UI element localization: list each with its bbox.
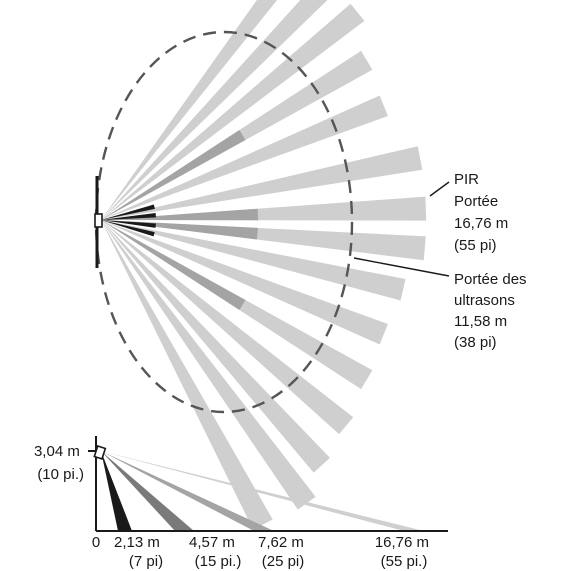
pir-beam <box>101 0 278 220</box>
height-label: 3,04 m (10 pi.) <box>34 443 84 483</box>
side-sensor-icon <box>93 445 107 460</box>
pir-label-line: PIR <box>454 171 479 188</box>
side-beam-near <box>101 451 194 531</box>
distance-tick-label: 16,76 m (55 pi.) <box>375 534 433 570</box>
distance-tick-label: 4,57 m (15 pi.) <box>189 534 241 570</box>
origin-tick-label: 0 <box>92 534 100 551</box>
pir-beam <box>101 220 354 435</box>
pir-beam-fan <box>101 0 427 530</box>
pir-beam <box>101 146 423 220</box>
pir-beam <box>101 0 328 220</box>
top-view: PIR Portée 16,76 m (55 pi) Portée des ul… <box>94 0 531 530</box>
side-beam-floor <box>101 451 132 531</box>
pir-beam-near-zone <box>101 220 156 228</box>
distance-tick-label: 2,13 m (7 pi) <box>114 534 164 570</box>
ultrasonic-range-label: Portée des ultrasons 11,58 m (38 pi) <box>454 271 531 351</box>
side-beam-mid <box>101 451 274 531</box>
pir-beam <box>101 220 406 301</box>
ultrasonic-label-line: Portée des <box>454 271 527 288</box>
pir-label-leader <box>429 181 450 197</box>
pir-beam <box>101 95 388 220</box>
pir-beam <box>101 3 365 220</box>
pir-beam-near-zone <box>101 204 155 220</box>
pir-beam <box>101 220 330 473</box>
distance-tick-imperial: (25 pi) <box>262 553 305 570</box>
distance-tick-label: 7,62 m (25 pi) <box>258 534 308 570</box>
pir-range-label: PIR Portée 16,76 m (55 pi) <box>454 171 512 254</box>
height-label-line: (10 pi.) <box>37 466 84 483</box>
sensor-icon <box>94 213 103 228</box>
pir-beam-near-zone <box>101 220 155 237</box>
height-label-line: 3,04 m <box>34 443 80 460</box>
distance-tick-imperial: (7 pi) <box>129 553 163 570</box>
ultrasonic-label-line: 11,58 m <box>454 313 507 330</box>
pir-beam-mid-zone <box>101 220 246 310</box>
pir-beam <box>101 220 388 345</box>
pir-beam-mid-zone <box>101 130 246 220</box>
ultrasonic-label-line: (38 pi) <box>454 334 497 351</box>
ultrasonic-label-line: ultrasons <box>454 292 515 309</box>
pir-beam <box>101 220 316 510</box>
pir-label-line: (55 pi) <box>454 237 497 254</box>
ultrasonic-label-leader <box>353 257 450 277</box>
pir-label-line: 16,76 m <box>454 215 508 232</box>
distance-tick-value: 7,62 m <box>258 534 304 551</box>
distance-tick-imperial: (15 pi.) <box>195 553 242 570</box>
distance-tick-value: 2,13 m <box>114 534 160 551</box>
pir-label-line: Portée <box>454 193 498 210</box>
distance-tick-imperial: (55 pi.) <box>381 553 428 570</box>
pir-beam <box>101 220 273 530</box>
distance-tick-value: 4,57 m <box>189 534 235 551</box>
side-beam-far <box>101 451 424 531</box>
pir-beam-near-zone <box>101 213 156 220</box>
distance-tick-value: 16,76 m <box>375 534 429 551</box>
side-view: 3,04 m (10 pi.) 0 2,13 m (7 pi) 4,57 m (… <box>34 436 448 570</box>
